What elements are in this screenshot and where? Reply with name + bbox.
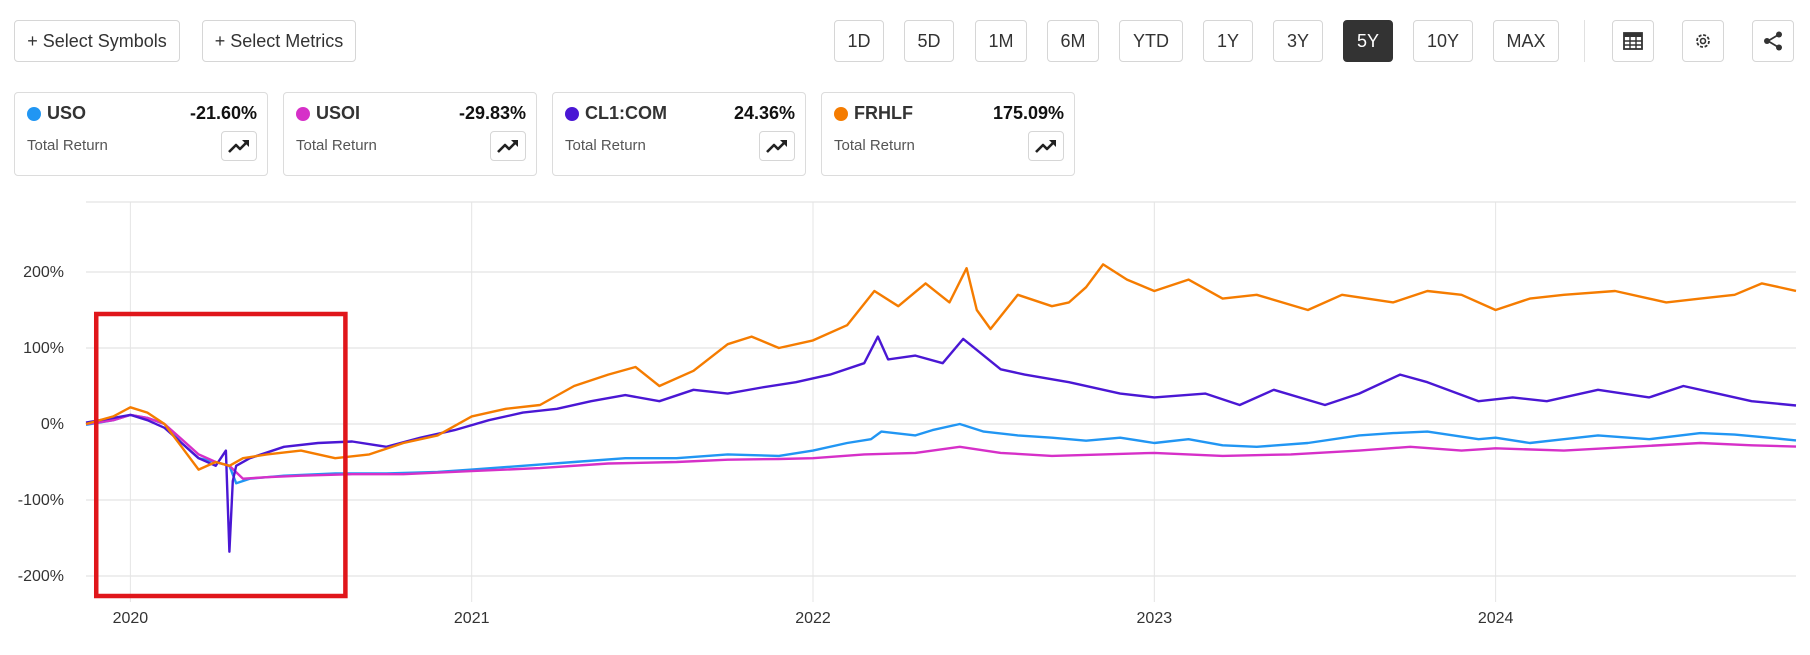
series-color-dot — [565, 107, 579, 121]
x-tick-label: 2020 — [113, 610, 149, 627]
range-button-5d[interactable]: 5D — [904, 20, 954, 62]
series-line-cl1com — [85, 335, 1797, 553]
range-button-1m[interactable]: 1M — [975, 20, 1027, 62]
trending-up-icon — [1035, 140, 1056, 153]
symbol-card-usoi[interactable]: USOI -29.83% Total Return — [283, 92, 537, 176]
metric-label: Total Return — [27, 137, 108, 154]
range-button-max[interactable]: MAX — [1493, 20, 1559, 62]
trending-up-icon — [766, 140, 787, 153]
symbol-name: USOI — [316, 103, 361, 123]
trend-button[interactable] — [221, 131, 257, 161]
metric-label: Total Return — [834, 137, 915, 154]
gear-icon — [1696, 34, 1710, 48]
total-return-value: 175.09% — [992, 103, 1064, 123]
x-tick-label: 2023 — [1137, 610, 1173, 627]
total-return-value: 24.36% — [733, 103, 795, 123]
series-color-dot — [296, 107, 310, 121]
trending-up-icon — [228, 140, 249, 153]
symbol-card-frhlf[interactable]: FRHLF 175.09% Total Return — [821, 92, 1075, 176]
symbol-name: FRHLF — [854, 103, 913, 123]
table-view-button[interactable] — [1612, 20, 1654, 62]
series-line-frhlf — [85, 263, 1797, 471]
table-icon — [1623, 32, 1643, 50]
metric-label: Total Return — [565, 137, 646, 154]
symbol-name: USO — [47, 103, 87, 123]
range-button-1d[interactable]: 1D — [834, 20, 884, 62]
range-button-6m[interactable]: 6M — [1047, 20, 1099, 62]
settings-button[interactable] — [1682, 20, 1724, 62]
y-tick-label: 200% — [23, 264, 64, 281]
trend-button[interactable] — [1028, 131, 1064, 161]
range-button-10y[interactable]: 10Y — [1413, 20, 1473, 62]
select-metrics-button[interactable]: + Select Metrics — [202, 20, 356, 62]
series-line-uso — [85, 413, 1797, 485]
share-button[interactable] — [1752, 20, 1794, 62]
series-color-dot — [27, 107, 41, 121]
toolbar-divider — [1584, 20, 1585, 62]
symbol-card-cl1com[interactable]: CL1:COM 24.36% Total Return — [552, 92, 806, 176]
series-color-dot — [834, 107, 848, 121]
symbol-name: CL1:COM — [585, 103, 667, 123]
range-button-5y[interactable]: 5Y — [1343, 20, 1393, 62]
share-icon — [1764, 31, 1782, 51]
highlight-box — [93, 311, 348, 599]
select-symbols-button[interactable]: + Select Symbols — [14, 20, 180, 62]
total-return-value: -21.60% — [189, 103, 257, 123]
y-tick-label: 100% — [23, 340, 64, 357]
range-button-1y[interactable]: 1Y — [1203, 20, 1253, 62]
range-button-3y[interactable]: 3Y — [1273, 20, 1323, 62]
total-return-chart: 200% 100% 0% -100% -200% 2020 2021 2022 2023 2024 — [18, 201, 1797, 627]
y-tick-label: 0% — [41, 416, 64, 433]
trend-button[interactable] — [490, 131, 526, 161]
y-tick-label: -100% — [18, 492, 64, 509]
x-tick-label: 2021 — [454, 610, 490, 627]
trending-up-icon — [497, 140, 518, 153]
range-button-ytd[interactable]: YTD — [1119, 20, 1183, 62]
total-return-value: -29.83% — [458, 103, 526, 123]
metric-label: Total Return — [296, 137, 377, 154]
y-tick-label: -200% — [18, 568, 64, 585]
symbol-card-uso[interactable]: USO -21.60% Total Return — [14, 92, 268, 176]
trend-button[interactable] — [759, 131, 795, 161]
series-line-usoi — [85, 413, 1797, 480]
x-tick-label: 2024 — [1478, 610, 1514, 627]
x-tick-label: 2022 — [795, 610, 831, 627]
